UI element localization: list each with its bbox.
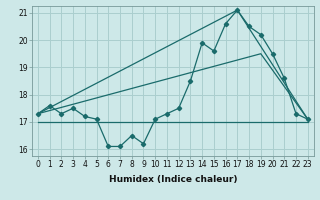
- X-axis label: Humidex (Indice chaleur): Humidex (Indice chaleur): [108, 175, 237, 184]
